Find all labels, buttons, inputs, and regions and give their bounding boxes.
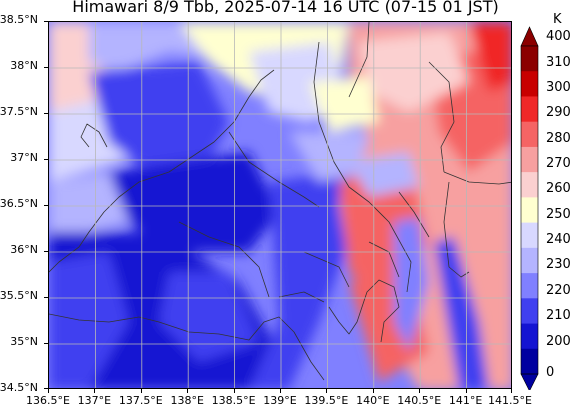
lon-tick [94,389,95,393]
lon-label: 139.5°E [304,394,349,407]
lon-label: 140.5°E [397,394,442,407]
lon-tick [141,389,142,393]
colorbar-segment [521,197,538,223]
colorbar-segment [521,323,538,350]
colorbar-segment [521,96,538,122]
colorbar-segment [521,247,538,274]
colorbar-tick-label: 300 [546,80,571,95]
lat-label: 38.5°N [0,13,38,26]
colorbar-tick-label: 230 [546,257,571,272]
lon-tick [280,389,281,393]
colorbar-tick-label: 220 [546,283,571,298]
lon-tick [466,389,467,393]
lat-label: 38°N [10,59,38,72]
lat-label: 37°N [10,151,38,164]
lat-label: 36°N [10,243,38,256]
graticule [49,22,511,388]
lat-tick [44,205,48,206]
colorbar-tick-label: 280 [546,131,571,146]
colorbar-tick-label: 250 [546,207,571,222]
lat-tick [44,113,48,114]
colorbar-segment [521,222,538,249]
brightness-temperature-field [49,22,511,388]
colorbar-tick-label: 0 [546,365,555,380]
lat-label: 34.5°N [0,381,38,394]
lon-label: 139°E [263,394,297,407]
colorbar-tick-label: 240 [546,232,571,247]
colorbar [520,26,539,390]
lon-label: 138.5°E [211,394,256,407]
lat-label: 37.5°N [0,105,38,118]
colorbar-extend-top [520,26,539,47]
lat-label: 35.5°N [0,289,38,302]
lon-label: 141°E [448,394,483,407]
colorbar-tick-label: 310 [546,55,571,70]
lon-tick [234,389,235,393]
lon-tick [187,389,188,393]
lon-label: 137°E [77,394,112,407]
colorbar-segment [521,172,538,198]
satellite-map [48,21,512,389]
colorbar-segment [521,146,538,173]
lon-label: 141.5°E [488,394,532,407]
map-title: Himawari 8/9 Tbb, 2025-07-14 16 UTC (07-… [72,0,499,16]
lat-tick [44,343,48,344]
colorbar-tick-label: 270 [546,156,571,171]
lat-tick [44,251,48,252]
colorbar-tick-label: 400 [546,29,571,44]
lon-label: 137.5°E [118,394,163,407]
colorbar-tick-label: 210 [546,308,571,323]
lat-tick [44,297,48,298]
lon-label: 140°E [356,394,390,407]
colorbar-unit: K [553,12,562,27]
lat-tick [44,159,48,160]
colorbar-segment [521,273,538,299]
lon-tick [48,389,49,393]
colorbar-segment [521,71,538,97]
lon-tick [326,389,327,393]
lon-tick [419,389,420,393]
colorbar-segment [521,298,538,324]
colorbar-extend-bottom [520,373,539,390]
colorbar-segment [521,121,538,148]
colorbar-segment [521,46,538,72]
lat-tick [44,67,48,68]
colorbar-segment [521,348,538,375]
lon-label: 136.5°E [26,394,70,407]
lat-label: 35°N [10,335,38,348]
lon-label: 138°E [170,394,204,407]
coastline-boundaries [49,22,511,381]
lon-tick [511,389,512,393]
colorbar-tick-label: 260 [546,181,571,196]
lat-tick [44,388,48,389]
colorbar-tick-label: 290 [546,105,571,120]
lat-label: 36.5°N [0,197,38,210]
colorbar-tick-label: 200 [546,334,571,349]
lon-tick [373,389,374,393]
lat-tick [44,21,48,22]
